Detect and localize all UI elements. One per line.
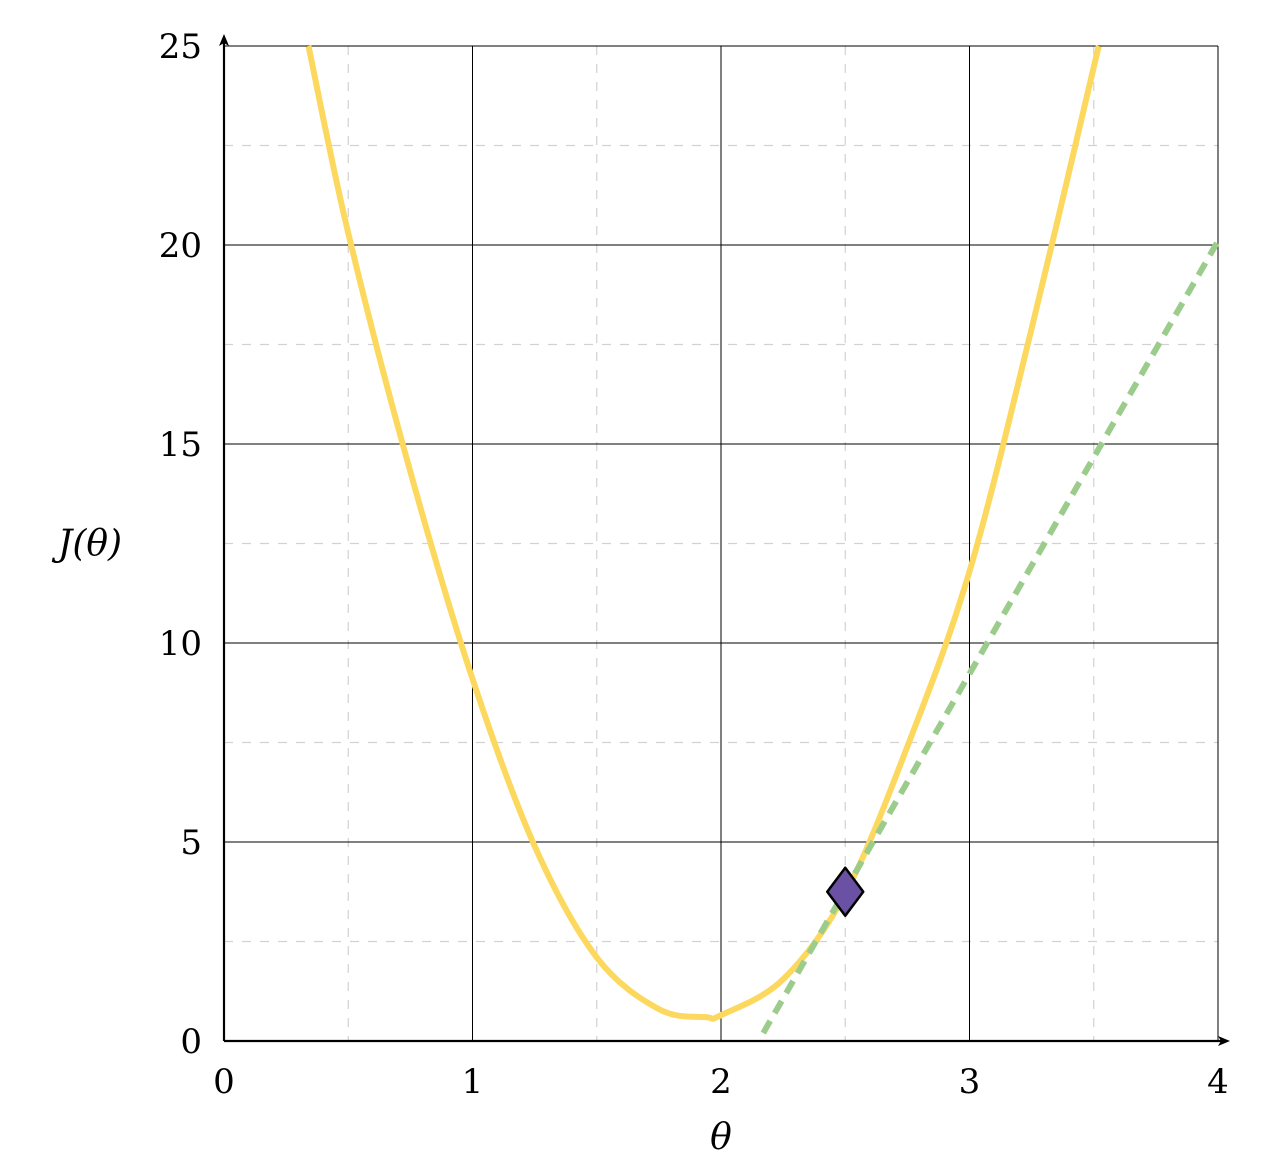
x-tick-label: 2 — [710, 1062, 732, 1102]
current-point-marker — [826, 866, 865, 917]
x-axis-arrow — [1218, 1036, 1230, 1046]
y-axis-label: J(θ) — [51, 524, 122, 565]
series-layer — [305, 45, 1221, 1035]
y-tick-label: 10 — [159, 624, 202, 664]
tick-labels: 0 1 2 3 4 0 5 10 15 20 25 — [159, 27, 1229, 1102]
x-tick-label: 0 — [213, 1062, 235, 1102]
x-tick-label: 4 — [1207, 1062, 1229, 1102]
x-axis-label: θ — [710, 1117, 732, 1158]
y-tick-label: 0 — [180, 1022, 202, 1062]
x-tick-label: 1 — [462, 1062, 484, 1102]
tangent-line — [760, 239, 1221, 1035]
y-tick-label: 20 — [159, 226, 202, 266]
y-tick-label: 25 — [159, 27, 202, 67]
y-axis-arrow — [219, 34, 229, 46]
y-tick-label: 15 — [159, 425, 202, 465]
axes — [219, 34, 1230, 1046]
cost-curve — [305, 45, 1102, 1022]
y-tick-label: 5 — [180, 823, 202, 863]
x-tick-label: 3 — [959, 1062, 981, 1102]
minor-grid — [224, 46, 1218, 1041]
